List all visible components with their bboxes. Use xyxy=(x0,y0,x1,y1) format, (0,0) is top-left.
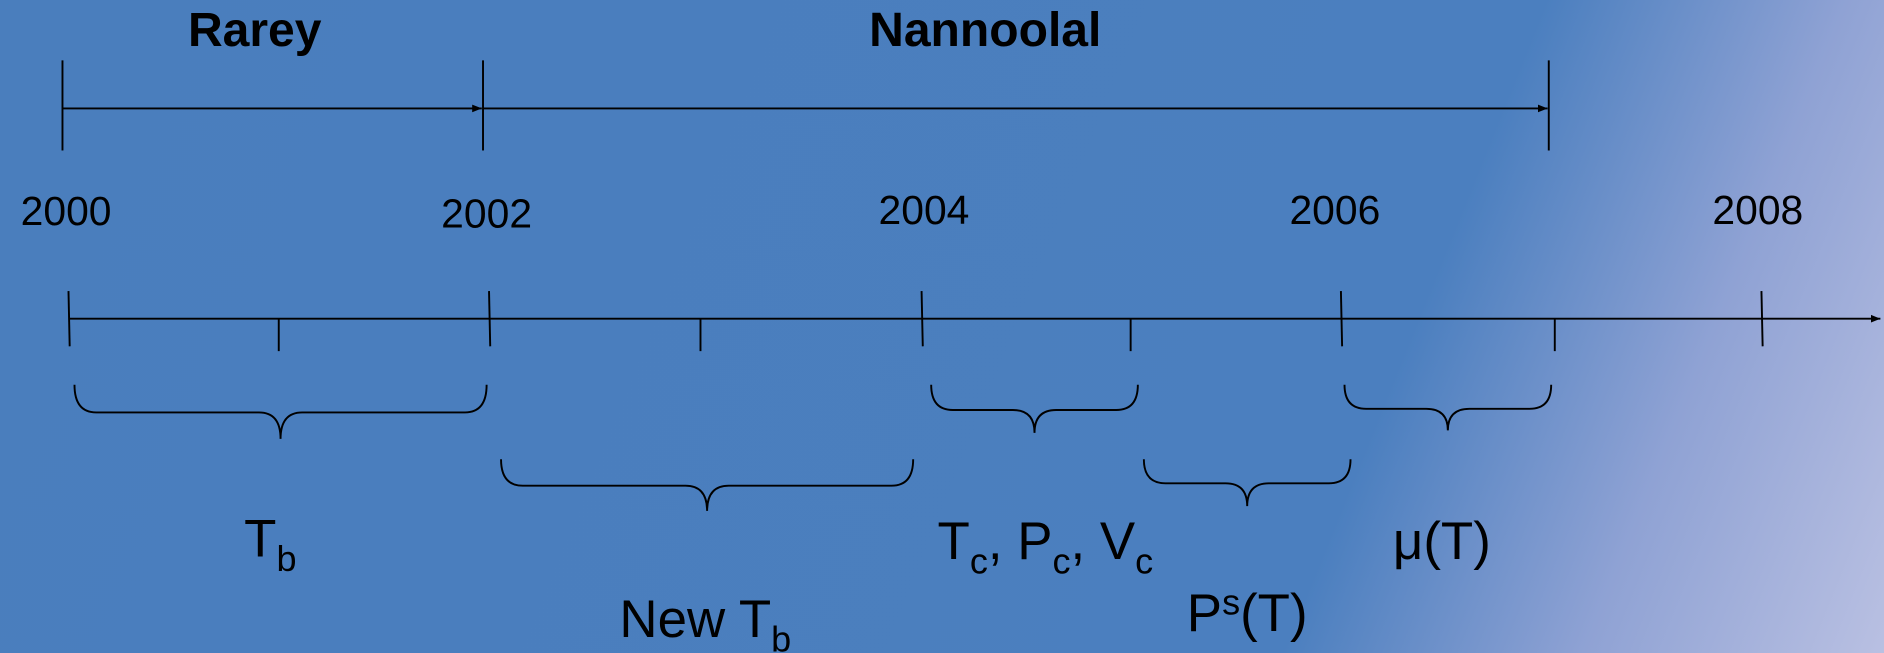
label-part: , P xyxy=(988,512,1053,571)
year-label: 2002 xyxy=(441,190,532,236)
major-tick xyxy=(488,291,492,347)
label-part: μ(T) xyxy=(1393,512,1491,571)
label-part: T xyxy=(244,510,276,569)
year-label: 2006 xyxy=(1289,187,1380,233)
label-part: (T) xyxy=(1240,584,1308,643)
brace xyxy=(1142,459,1352,507)
brace xyxy=(930,384,1139,433)
period-title: Rarey xyxy=(188,3,322,57)
year-label: 2008 xyxy=(1712,187,1803,233)
property-label: New Tb xyxy=(619,590,791,653)
property-label: Ps(T) xyxy=(1187,581,1308,643)
property-label: Tb xyxy=(244,510,296,579)
period-title: Nannoolal xyxy=(869,3,1101,57)
label-part: c xyxy=(970,540,988,581)
label-part: P xyxy=(1187,584,1222,643)
year-label: 2000 xyxy=(21,188,112,234)
label-part: b xyxy=(276,538,296,579)
property-label: Tc, Pc, Vc xyxy=(938,512,1154,581)
brace xyxy=(1343,384,1553,431)
brace xyxy=(73,384,488,439)
major-tick xyxy=(1339,291,1344,347)
year-label: 2004 xyxy=(879,187,970,233)
label-part: c xyxy=(1135,540,1153,581)
label-part: New T xyxy=(619,590,771,649)
brace xyxy=(500,459,915,511)
major-tick xyxy=(1760,291,1764,347)
property-label: μ(T) xyxy=(1393,512,1491,571)
major-tick xyxy=(920,291,924,347)
label-part: s xyxy=(1222,581,1240,622)
label-part: , V xyxy=(1070,512,1135,571)
label-part: c xyxy=(1052,540,1070,581)
label-part: b xyxy=(771,619,791,653)
major-tick xyxy=(67,291,71,347)
label-part: T xyxy=(938,512,970,571)
